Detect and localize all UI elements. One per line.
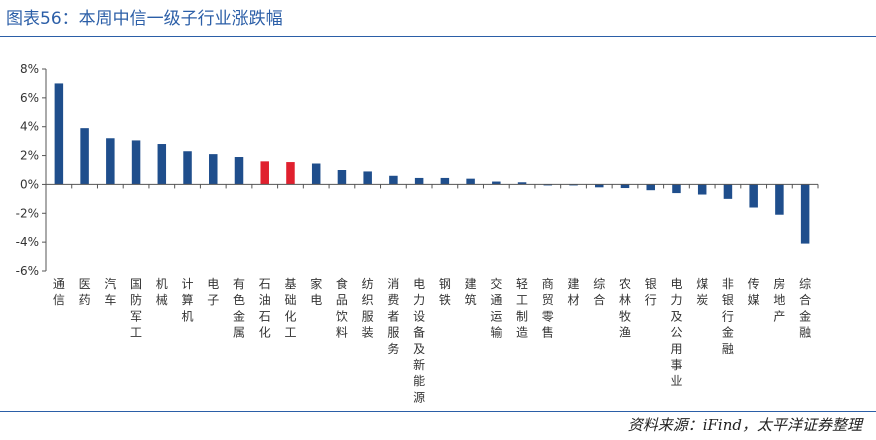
category-label: 基础化工 (284, 277, 296, 340)
bar (363, 171, 372, 185)
y-tick-label: 4% (20, 120, 39, 134)
category-label: 消费者服务 (387, 277, 399, 356)
bar (286, 162, 295, 185)
category-label: 交通运输 (490, 276, 502, 340)
bar (440, 177, 450, 185)
category-label: 食品饮料 (336, 276, 348, 340)
bar (389, 175, 398, 185)
bar (595, 184, 604, 188)
bar (157, 144, 167, 185)
category-label: 电力设备及新能源 (413, 277, 425, 404)
category-label: 钢铁 (439, 277, 451, 307)
y-tick-label: -4% (16, 235, 39, 249)
bar (492, 181, 501, 185)
bar (80, 128, 89, 185)
category-label: 银行 (645, 277, 657, 307)
bar (646, 184, 655, 191)
bar (723, 184, 733, 199)
category-label: 轻工制造 (516, 277, 528, 340)
bar (749, 184, 758, 208)
bar (466, 178, 475, 185)
y-tick-label: -2% (16, 206, 39, 220)
category-label: 煤炭 (696, 277, 708, 307)
bar (775, 184, 784, 215)
x-axis (45, 183, 819, 189)
top-rule (0, 36, 876, 37)
category-label: 农林牧渔 (619, 277, 631, 340)
bar (260, 161, 269, 185)
bar (620, 184, 630, 189)
y-tick-label: 2% (20, 149, 39, 163)
category-label: 传媒 (748, 276, 760, 307)
bar (800, 184, 810, 244)
category-label: 房地产 (773, 276, 785, 323)
y-tick-label: -6% (16, 264, 39, 278)
category-label: 有色金属 (233, 277, 245, 340)
category-label: 电子 (207, 277, 219, 307)
y-tick-label: 8% (20, 62, 39, 76)
bar (517, 182, 527, 185)
category-label: 非银行金融 (722, 277, 734, 356)
category-label: 家电 (310, 276, 322, 307)
bar (234, 157, 244, 185)
bar (209, 154, 218, 185)
bars (54, 83, 810, 244)
bottom-rule (0, 411, 876, 412)
bar (697, 184, 707, 195)
category-label: 机械 (156, 277, 168, 307)
category-label: 纺织服装 (362, 277, 374, 340)
source-note: 资料来源：iFind，太平洋证券整理 (627, 416, 862, 434)
figure-title: 图表56：本周中信一级子行业涨跌幅 (6, 9, 283, 29)
category-label: 综合金融 (799, 277, 811, 340)
category-label: 电力及公用事业 (670, 277, 682, 388)
category-label: 石油石化 (259, 277, 271, 340)
bar (337, 170, 347, 185)
category-label: 医药 (79, 277, 91, 307)
category-label: 通信 (53, 277, 65, 307)
y-tick-label: 0% (20, 177, 39, 191)
bar (672, 184, 681, 194)
bar (54, 83, 64, 185)
category-label: 计算机 (182, 277, 194, 323)
category-label: 汽车 (104, 276, 116, 307)
category-label: 建材 (568, 277, 580, 307)
y-axis: -6% -4% -2% 0% 2% 4% 6% 8% (16, 62, 47, 278)
bar (183, 151, 192, 185)
y-tick-label: 6% (20, 91, 39, 105)
bar (131, 140, 141, 185)
category-label: 国防军工 (130, 277, 142, 340)
category-label: 建筑 (465, 277, 477, 307)
category-label: 综合 (593, 277, 605, 307)
bar (414, 177, 424, 185)
category-label: 商贸零售 (542, 276, 554, 340)
bar (311, 163, 321, 185)
bar (106, 138, 115, 185)
